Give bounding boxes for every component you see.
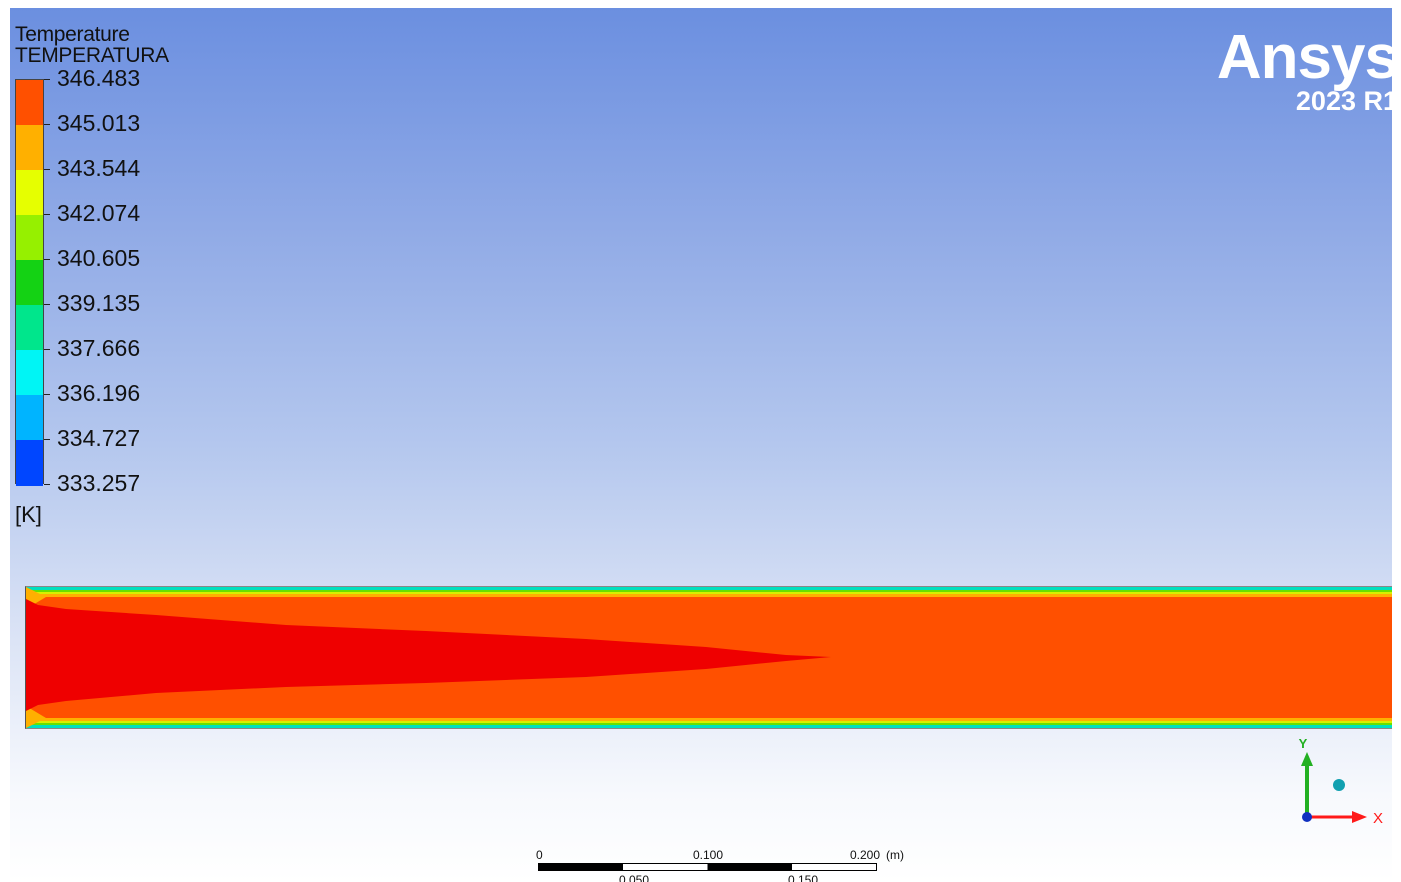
wall-layer-bottom	[26, 725, 1392, 728]
scale-label: 0.200	[850, 848, 881, 862]
legend-label: 339.135	[57, 290, 141, 316]
legend-label: 342.074	[57, 200, 141, 226]
legend-color-band	[16, 170, 43, 216]
contour-plot	[26, 587, 1392, 728]
y-axis-label: Y	[1299, 736, 1308, 751]
x-axis-label: X	[1373, 810, 1383, 827]
z-axis-dot	[1333, 779, 1345, 791]
legend-label: 340.605	[57, 245, 141, 271]
legend-tick	[44, 484, 50, 485]
legend-label: 336.196	[57, 380, 141, 406]
origin-point	[1302, 812, 1312, 822]
scale-label: 0.150	[788, 873, 819, 882]
legend-tick	[44, 439, 50, 440]
legend-color-band	[16, 80, 43, 126]
wall-layer-bottom	[26, 723, 1392, 725]
wall-layer-top	[26, 587, 1392, 590]
temperature-contour-pipe[interactable]	[25, 586, 1392, 729]
legend-color-band	[16, 305, 43, 351]
legend-color-band	[16, 125, 43, 171]
graphics-viewport[interactable]: Temperature TEMPERATURA 346.483 345.013 …	[10, 8, 1392, 882]
ansys-logo: Ansys 2023 R1	[1216, 23, 1392, 117]
legend-unit: [K]	[15, 502, 42, 527]
logo-wordmark: Ansys	[1216, 23, 1392, 92]
legend-label: 345.013	[57, 110, 141, 136]
scale-label: 0.050	[619, 873, 650, 882]
legend-color-band	[16, 260, 43, 306]
scale-label: 0	[536, 848, 543, 862]
inlet-boundary-layer	[26, 706, 46, 728]
legend-subtitle: TEMPERATURA	[15, 44, 169, 67]
hot-core-region	[26, 599, 831, 711]
legend-tick	[44, 304, 50, 305]
x-arrowhead	[1352, 811, 1367, 823]
wall-layer-top	[26, 590, 1392, 592]
wall-layer-bottom	[26, 721, 1392, 723]
y-arrowhead	[1301, 752, 1313, 766]
legend-tick	[44, 124, 50, 125]
scale-bar-graphic	[538, 863, 877, 871]
wall-layer-top	[26, 592, 1392, 594]
color-legend-bar	[15, 79, 44, 486]
axis-triad-graphic: Y X	[1299, 736, 1383, 827]
scale-unit: (m)	[886, 848, 904, 862]
legend-title: Temperature	[15, 23, 130, 46]
wall-layer-top	[26, 594, 1392, 597]
logo-version: 2023 R1	[1295, 86, 1392, 116]
legend-color-band	[16, 215, 43, 261]
legend-color-band	[16, 440, 43, 486]
legend-color-band	[16, 395, 43, 441]
legend-tick	[44, 349, 50, 350]
legend-tick	[44, 79, 50, 80]
wall-layer-bottom	[26, 718, 1392, 721]
scale-label: 0.100	[693, 848, 724, 862]
legend-label: 333.257	[57, 470, 141, 496]
legend-label: 337.666	[57, 335, 141, 361]
legend-label: 334.727	[57, 425, 141, 451]
legend-tick	[44, 259, 50, 260]
legend-tick	[44, 394, 50, 395]
legend-label: 343.544	[57, 155, 141, 181]
legend-tick	[44, 214, 50, 215]
legend-tick	[44, 169, 50, 170]
legend-label: 346.483	[57, 65, 141, 91]
legend-color-band	[16, 350, 43, 396]
axis-triad: Y X	[1290, 736, 1390, 836]
